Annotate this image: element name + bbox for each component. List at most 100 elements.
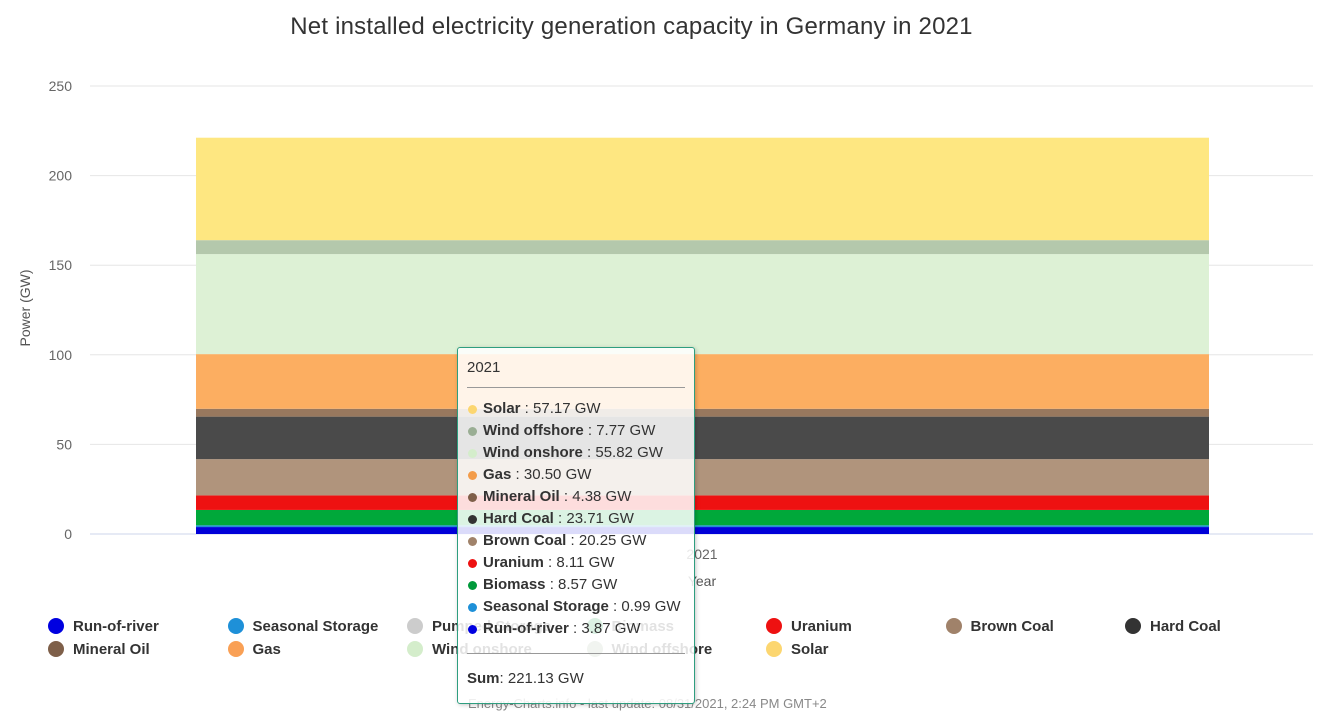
tooltip-series-value: : 23.71 GW [553, 510, 634, 527]
tooltip-dot-icon [468, 558, 477, 568]
tooltip-dot-icon [468, 404, 477, 414]
legend-dot-icon [407, 641, 423, 657]
tooltip-row: Seasonal Storage : 0.99 GW [467, 596, 685, 618]
tooltip-series-value: : 20.25 GW [566, 532, 647, 549]
y-tick-label: 200 [49, 168, 73, 184]
tooltip-series-name: Uranium [483, 554, 544, 571]
y-tick-label: 50 [56, 436, 72, 452]
legend-item[interactable]: Brown Coal [945, 616, 1126, 636]
legend-dot-icon [1125, 618, 1141, 634]
legend-dot-icon [945, 618, 962, 634]
tooltip-rows: Solar : 57.17 GW Wind offshore : 7.77 GW W… [467, 398, 685, 640]
tooltip-row: Brown Coal : 20.25 GW [467, 530, 685, 552]
y-tick-label: 250 [49, 78, 73, 94]
legend-dot-icon [766, 618, 782, 634]
y-tick-label: 0 [64, 526, 72, 542]
tooltip-row: Mineral Oil : 4.38 GW [467, 486, 685, 508]
legend-label: Hard Coal [1150, 617, 1221, 635]
legend-item[interactable]: Hard Coal [1125, 616, 1305, 636]
tooltip-series-name: Seasonal Storage [483, 598, 609, 615]
tooltip-series-value: : 8.57 GW [545, 576, 618, 593]
tooltip-row: Biomass : 8.57 GW [467, 574, 685, 596]
legend-label: Gas [252, 640, 281, 658]
legend-item[interactable]: Solar [766, 639, 946, 659]
bar-segment-run-of-river[interactable] [196, 527, 1209, 534]
tooltip-series-name: Wind onshore [483, 444, 583, 461]
legend-dot-icon [48, 618, 64, 634]
tooltip-series-value: : 8.11 GW [543, 554, 615, 571]
tooltip-dot-icon [468, 602, 477, 612]
tooltip-dot-icon [468, 492, 477, 502]
tooltip-series-value: : 7.77 GW [583, 422, 656, 439]
tooltip-dot-icon [468, 624, 477, 634]
x-axis-title: Year [688, 573, 717, 589]
tooltip-row: Gas : 30.50 GW [467, 464, 685, 486]
stacked-bars [196, 137, 1209, 534]
tooltip-series-value: : 4.38 GW [559, 488, 632, 505]
tooltip-header: 2021 [467, 359, 501, 376]
tooltip-series-value: : 0.99 GW [608, 598, 681, 615]
tooltip-series-value: : 57.17 GW [520, 400, 601, 417]
tooltip-series-value: : 55.82 GW [582, 444, 663, 461]
tooltip-row: Solar : 57.17 GW [467, 398, 685, 420]
tooltip-row: Run-of-river : 3.87 GW [467, 618, 685, 640]
tooltip-dot-icon [468, 514, 477, 524]
legend-item[interactable]: Mineral Oil [48, 639, 228, 659]
legend-item[interactable]: Uranium [766, 616, 946, 636]
tooltip-series-name: Wind offshore [483, 422, 584, 439]
legend-item[interactable]: Run-of-river [48, 616, 228, 636]
tooltip-sum-value: : 221.13 GW [499, 670, 584, 687]
tooltip-row: Wind offshore : 7.77 GW [467, 420, 685, 442]
legend-item[interactable]: Gas [227, 639, 408, 659]
legend-item[interactable]: Seasonal Storage [227, 616, 408, 636]
tooltip-dot-icon [468, 536, 477, 546]
axis-labels: 0 50 100 150 200 250 2021 Year Power (GW) [17, 78, 718, 589]
legend-label: Uranium [791, 617, 852, 635]
legend-label: Seasonal Storage [252, 617, 379, 635]
tooltip-series-value: : 30.50 GW [511, 466, 592, 483]
legend-label: Solar [791, 640, 829, 658]
bar-segment-brown-coal[interactable] [196, 459, 1209, 496]
tooltip-row: Wind onshore : 55.82 GW [467, 442, 685, 464]
tooltip-row: Uranium : 8.11 GW [467, 552, 685, 574]
legend-label: Brown Coal [970, 617, 1054, 635]
legend-label: Run-of-river [73, 617, 159, 635]
chart-title: Net installed electricity generation cap… [290, 13, 973, 40]
bar-segment-biomass[interactable] [196, 509, 1209, 526]
tooltip-divider [467, 653, 685, 654]
tooltip-dot-icon [468, 470, 477, 480]
legend-dot-icon [48, 641, 64, 657]
bar-segment-uranium[interactable] [196, 495, 1209, 510]
bar-segment-seasonal-storage[interactable] [196, 525, 1209, 528]
tooltip: 2021 Solar : 57.17 GW Wind offshore : 7.7… [457, 347, 695, 704]
tooltip-series-name: Hard Coal [483, 510, 554, 527]
legend-dot-icon [407, 618, 423, 634]
y-tick-label: 150 [49, 257, 73, 273]
bar-segment-gas[interactable] [196, 354, 1209, 409]
tooltip-sum-label: Sum [467, 670, 500, 687]
legend-dot-icon [766, 641, 782, 657]
tooltip-dot-icon [468, 448, 477, 458]
bar-segment-solar[interactable] [196, 137, 1209, 241]
bar-segment-hard-coal[interactable] [196, 416, 1209, 460]
y-axis-title: Power (GW) [17, 270, 33, 347]
legend-dot-icon [227, 641, 244, 657]
bar-segment-mineral-oil[interactable] [196, 408, 1209, 417]
tooltip-series-name: Run-of-river [483, 620, 569, 637]
tooltip-series-name: Solar [483, 400, 521, 417]
tooltip-series-name: Biomass [483, 576, 546, 593]
y-tick-label: 100 [49, 347, 73, 363]
tooltip-series-name: Gas [483, 466, 512, 483]
tooltip-dot-icon [468, 580, 477, 590]
tooltip-divider [467, 387, 685, 388]
bar-segment-wind-offshore[interactable] [196, 240, 1209, 255]
tooltip-series-value: : 3.87 GW [568, 620, 641, 637]
legend-dot-icon [227, 618, 244, 634]
bar-segment-wind-onshore[interactable] [196, 254, 1209, 355]
tooltip-row: Hard Coal : 23.71 GW [467, 508, 685, 530]
tooltip-series-name: Mineral Oil [483, 488, 560, 505]
tooltip-dot-icon [468, 426, 477, 436]
legend-label: Mineral Oil [73, 640, 150, 658]
tooltip-sum: Sum: 221.13 GW [467, 668, 685, 690]
